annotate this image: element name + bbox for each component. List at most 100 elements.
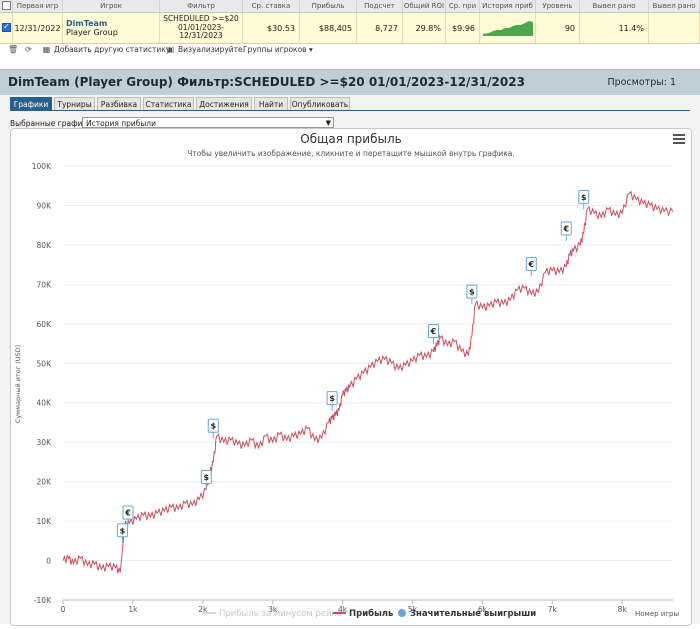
column-header[interactable]: Ср. при [446,0,480,12]
marker-flag [326,391,338,406]
views-count: Просмотры: 1 [607,77,676,88]
tab-breakdown[interactable]: Разбивка [97,97,141,110]
player-groups-label: Группы игроков [243,45,307,54]
column-header[interactable]: Вывел рано [580,0,649,12]
table-row[interactable]: 12/31/2022 DimTeam Player Group SCHEDULE… [0,13,700,44]
visualize-link[interactable]: Визуализируйте. [178,45,246,54]
tab-statistics[interactable]: Статистика [143,97,194,110]
y-tick-label: 60K [37,320,53,329]
marker-symbol: $ [204,473,210,482]
y-tick-label: 50K [37,359,53,368]
profit-history-sparkline [480,13,536,43]
legend-item-profit[interactable]: Прибыль [349,608,393,619]
significant-win-marker[interactable]: $ [326,391,338,411]
tab-charts[interactable]: Графики [10,97,52,110]
y-tick-label: 90K [37,201,53,210]
significant-win-marker[interactable]: € [427,324,439,344]
select-all-checkbox[interactable] [2,1,11,10]
significant-win-marker[interactable]: € [122,505,134,526]
x-axis-label: Номер игры [635,610,679,618]
player-name-link[interactable]: DimTeam [66,19,108,28]
significant-win-marker[interactable]: € [560,221,572,241]
y-tick-label: 20K [37,478,53,487]
player-panel: DimTeam (Player Group) Фильтр:SCHEDULED … [0,69,700,626]
column-header[interactable]: История приб [480,0,536,12]
significant-win-marker[interactable]: € [525,256,537,277]
marker-flag [207,418,219,433]
refresh-icon[interactable]: ⟳ [25,45,32,54]
y-tick-label: 30K [37,438,53,447]
significant-win-marker[interactable]: $ [578,189,590,210]
x-tick-label: 6k [478,605,488,614]
marker-flag [122,505,134,520]
column-header[interactable]: Первая игр [13,0,63,12]
significant-win-marker[interactable]: $ [207,418,219,439]
chart-select-value: История прибыли [86,119,156,128]
chart-menu-icon[interactable] [673,134,685,145]
x-tick-label: 3k [268,605,278,614]
filter-line: 12/31/2023 [179,31,223,41]
profit-series-line [62,190,674,574]
x-tick-label: 5k [408,605,418,614]
chart-title: Общая прибыль [300,132,401,146]
selected-charts-label: Выбранные графики: [10,119,95,128]
profit-value: $88,405 [300,13,357,43]
profit-chart[interactable]: Общая прибыль Чтобы увеличить изображени… [10,128,692,626]
y-axis-ticks: -10K 0 10K 20K 30K 40K 50K 60K 70K 80K 90K 100K [32,162,52,605]
row-checkbox[interactable] [2,22,11,32]
marker-symbol: € [430,327,437,336]
marker-flag [427,324,439,339]
column-header[interactable]: Вывел рано [649,0,700,12]
add-stats-link[interactable]: Добавить другую статистику [54,45,171,54]
column-header[interactable]: Прибыль [300,0,357,12]
legend-item-rake[interactable]: Прибыль за минусом рейка [219,609,342,619]
filter-cell: SCHEDULED >=$20 01/01/2023- 12/31/2023 [160,13,243,43]
significant-win-marker[interactable]: $ [200,470,212,490]
marker-symbol: € [124,509,131,518]
significant-win-marker[interactable]: $ [466,284,478,305]
x-tick-label: 4k [338,605,348,614]
column-header[interactable]: Ср. ставка [243,0,300,12]
chart-subtitle: Чтобы увеличить изображение, кликните и … [187,149,515,158]
y-tick-label: 80K [37,241,53,250]
y-tick-label: 70K [37,280,53,289]
column-header[interactable]: Фильтр [160,0,243,12]
column-header[interactable]: Общий ROI [403,0,446,12]
x-tick-label: 8k [618,605,628,614]
chevron-down-icon: ▼ [325,119,331,127]
chart-select[interactable]: История прибыли ▼ [82,117,334,128]
marker-flag [116,523,128,538]
y-tick-label: -10K [34,596,52,605]
player-cell: DimTeam Player Group [63,13,160,43]
x-axis-ticks: 0 1k 2k 3k 4k 5k 6k 7k 8k [61,599,673,614]
tab-publish[interactable]: Опубликовать [290,97,350,110]
player-groups-dropdown[interactable]: Группы игроков ▾ [243,45,313,54]
marker-flag [525,256,537,271]
marker-symbol: $ [120,526,126,535]
table-header: Первая игр Игрок Фильтр Ср. ставка Прибы… [0,0,700,13]
count-value: 8,727 [357,13,403,43]
column-header[interactable]: Уровень [536,0,580,12]
tab-tournaments[interactable]: Турниры [54,97,95,110]
avg-profit-value: $9.96 [446,13,480,43]
significant-win-marker[interactable]: $ [116,523,128,543]
marker-symbol: $ [210,422,216,431]
x-tick-label: 1k [128,605,138,614]
panel-header: DimTeam (Player Group) Фильтр:SCHEDULED … [0,70,700,95]
marker-flag [466,284,478,299]
sparkline-area [482,21,533,36]
avg-stake-value: $30.53 [243,13,300,43]
visualize-icon: ▣ [166,45,175,54]
grid-lines [63,165,673,601]
y-tick-label: 100K [32,162,52,171]
y-tick-label: 10K [37,517,53,526]
tab-find[interactable]: Найти [254,97,288,110]
column-header[interactable]: Подсчет [357,0,403,12]
column-header[interactable]: Игрок [63,0,160,12]
tab-achievements[interactable]: Достижения [196,97,252,110]
legend-item-wins[interactable]: Значительные выигрыши [410,609,536,619]
y-tick-label: 40K [37,399,53,408]
delete-icon[interactable]: 🗑 [8,45,19,54]
table-toolbar: 🗑 ⟳ ▦ Добавить другую статистику ▣ Визуа… [0,43,700,57]
x-tick-label: 0 [61,605,66,614]
